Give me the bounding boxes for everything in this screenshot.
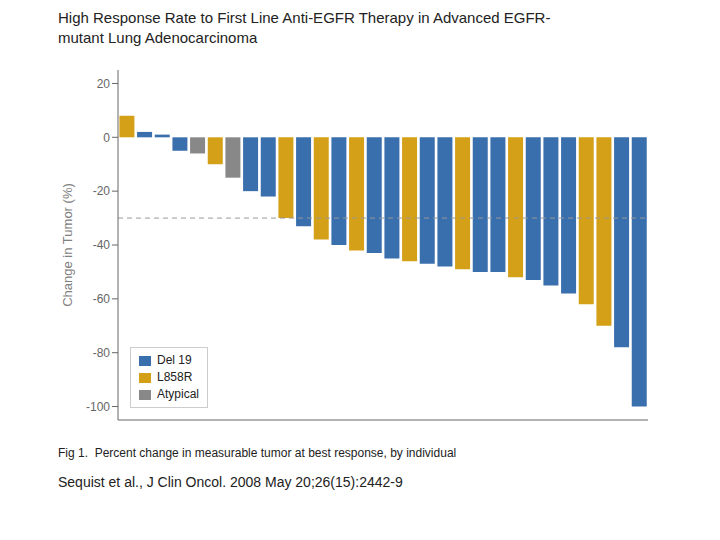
svg-text:20: 20 (97, 77, 111, 91)
html-text:Fig 1. Percent change in measu: Fig 1. Percent change in measurable tumo… (58, 446, 457, 460)
svg-text:-80: -80 (93, 346, 111, 360)
svg-text:-40: -40 (93, 238, 111, 252)
svg-text:-60: -60 (93, 292, 111, 306)
html-text:Atypical: Atypical (157, 387, 199, 401)
svg-text:-20: -20 (93, 184, 111, 198)
html-text:Del 19: Del 19 (157, 353, 192, 367)
html-text:mutant Lung Adenocarcinoma: mutant Lung Adenocarcinoma (58, 29, 258, 46)
html-text:Sequist et al., J Clin Oncol.: Sequist et al., J Clin Oncol. 2008 May 2… (58, 474, 403, 490)
svg-text:-100: -100 (86, 400, 110, 414)
svg-text:Change in Tumor (%): Change in Tumor (%) (60, 183, 75, 307)
svg-text:0: 0 (103, 131, 110, 145)
html-text:L858R: L858R (157, 370, 193, 384)
html-text:High Response Rate to First Li: High Response Rate to First Line Anti-EG… (58, 9, 551, 26)
